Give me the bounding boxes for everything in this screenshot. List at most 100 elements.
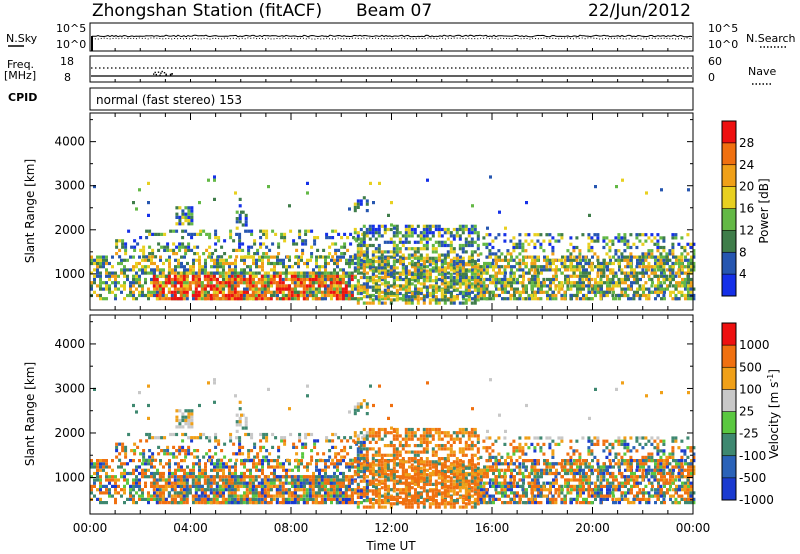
power-echo (458, 282, 462, 286)
power-echo (590, 261, 594, 266)
velocity-echo (531, 459, 534, 463)
velocity-echo (579, 501, 582, 505)
power-echo (509, 239, 513, 243)
power-echo (239, 290, 243, 294)
power-echo (404, 256, 408, 260)
power-echo (224, 271, 228, 275)
power-echo (582, 268, 585, 272)
power-echo (179, 287, 183, 291)
velocity-echo (183, 488, 186, 492)
power-echo (284, 277, 288, 282)
power-echo (525, 284, 528, 288)
power-echo (108, 277, 111, 282)
velocity-echo (159, 491, 162, 495)
power-echo (117, 261, 120, 266)
power-echo (549, 281, 552, 285)
power-echo (356, 285, 360, 289)
power-echo (609, 271, 612, 275)
power-echo (536, 239, 540, 243)
power-echo (411, 277, 414, 282)
velocity-echo (132, 459, 135, 463)
power-echo (419, 237, 423, 241)
power-echo (467, 295, 471, 299)
velocity-echo (336, 481, 339, 485)
power-echo (302, 284, 306, 288)
power-echo (608, 245, 612, 250)
power-echo (648, 255, 651, 259)
power-echo (335, 293, 339, 298)
power-echo (276, 255, 279, 259)
power-echo (449, 263, 453, 267)
power-echo (253, 242, 257, 246)
power-echo (474, 284, 477, 288)
velocity-echo (492, 501, 495, 505)
velocity-echo (576, 491, 579, 495)
velocity-echo (261, 468, 264, 472)
velocity-echo (90, 465, 93, 469)
power-echo (534, 268, 537, 272)
power-echo (275, 290, 279, 294)
power-echo (326, 277, 330, 282)
velocity-echo (573, 497, 576, 501)
power-echo (578, 255, 582, 259)
power-echo (300, 255, 303, 259)
power-echo (489, 255, 492, 259)
velocity-echo (534, 471, 537, 476)
power-echo (440, 291, 444, 296)
power-echo (348, 293, 351, 298)
power-echo (273, 265, 276, 269)
power-echo (120, 271, 123, 275)
power-echo (615, 185, 618, 189)
power-echo (437, 285, 441, 289)
power-echo (666, 287, 669, 291)
velocity-echo (396, 481, 399, 485)
power-echo (182, 271, 186, 275)
power-echo (377, 269, 381, 273)
power-echo (187, 222, 191, 226)
power-echo (513, 290, 516, 294)
power-echo (288, 265, 291, 269)
power-echo (216, 268, 219, 272)
power-echo (105, 271, 108, 275)
power-echo (494, 265, 498, 269)
velocity-echo (573, 471, 576, 476)
velocity-echo (564, 481, 567, 485)
power-echo (440, 295, 444, 299)
power-echo (156, 284, 159, 288)
power-echo (398, 237, 402, 241)
power-echo (197, 274, 201, 278)
velocity-echo (513, 468, 516, 472)
power-echo (233, 271, 237, 275)
power-echo (578, 284, 582, 288)
power-echo (438, 255, 441, 259)
power-echo (377, 247, 381, 251)
power-echo (251, 274, 255, 278)
power-echo (341, 281, 345, 285)
power-echo (390, 223, 393, 227)
power-echo (657, 268, 660, 272)
power-echo (159, 268, 162, 272)
power-echo (133, 248, 137, 252)
power-echo (624, 290, 627, 294)
velocity-echo (492, 497, 495, 501)
velocity-echo (93, 462, 96, 466)
power-echo (328, 252, 332, 256)
power-echo (608, 290, 612, 294)
velocity-echo (495, 478, 498, 482)
power-echo (626, 245, 630, 250)
power-echo (260, 287, 264, 291)
power-echo (182, 274, 186, 278)
power-echo (425, 272, 429, 276)
power-echo (582, 255, 585, 259)
power-echo (120, 268, 123, 272)
power-echo (111, 255, 114, 259)
velocity-echo (102, 465, 105, 469)
power-echo (244, 255, 248, 259)
power-echo (136, 242, 140, 246)
velocity-echo (348, 497, 351, 501)
power-echo (636, 258, 639, 262)
power-echo (471, 268, 474, 272)
power-echo (416, 272, 420, 276)
velocity-echo (351, 462, 354, 466)
velocity-echo (363, 488, 366, 492)
